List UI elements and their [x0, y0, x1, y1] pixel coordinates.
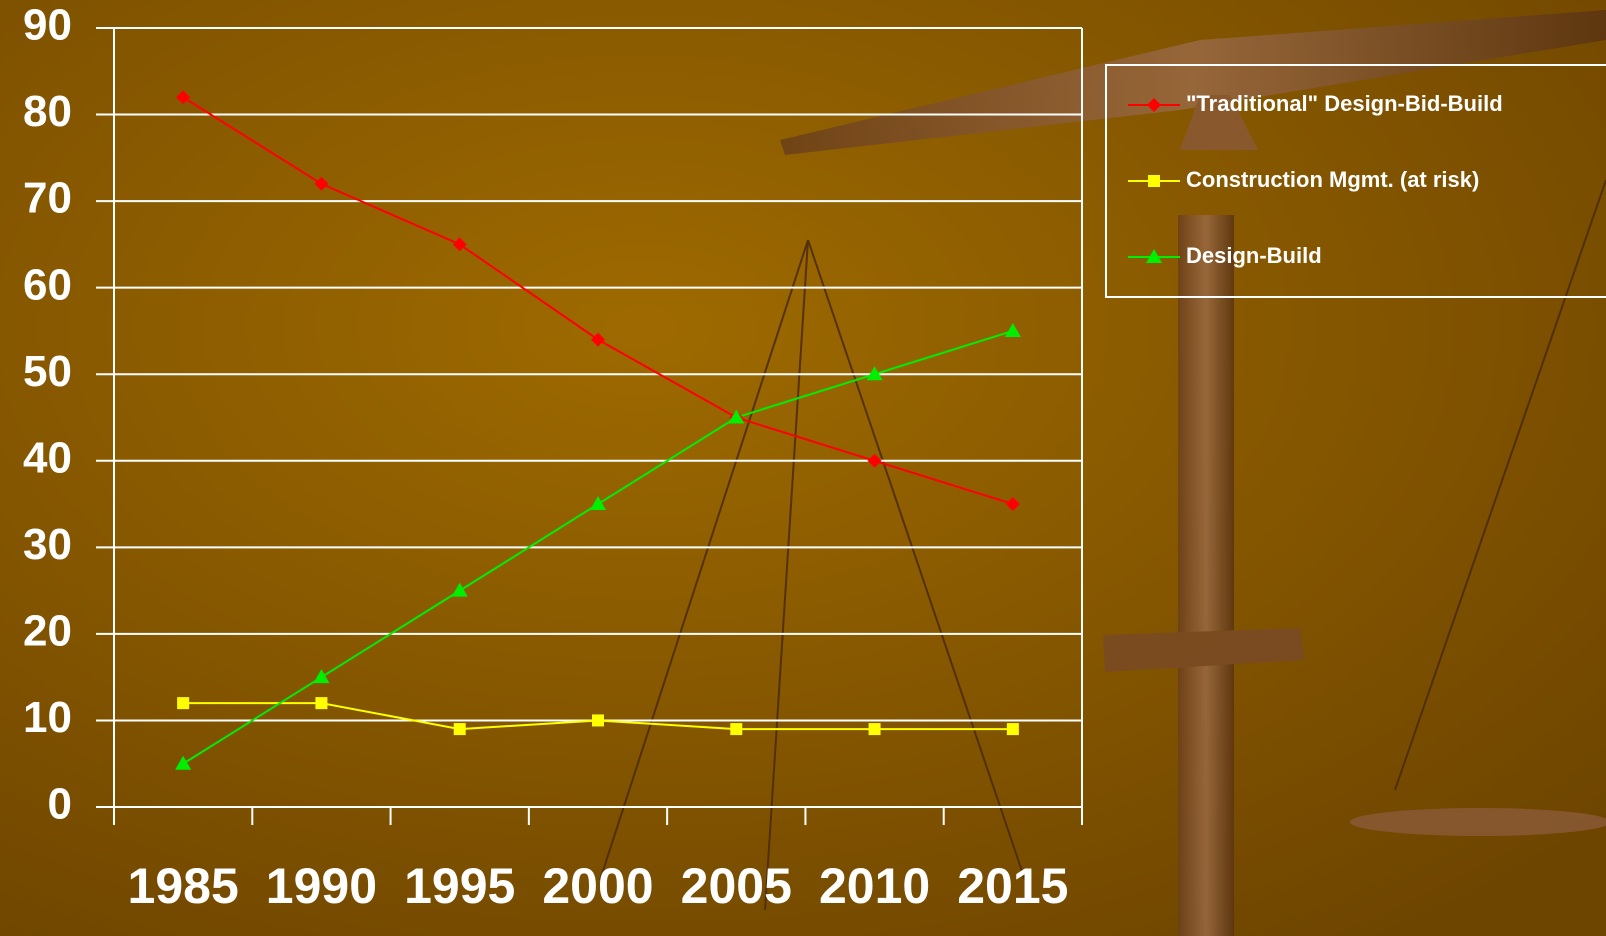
legend-label: Construction Mgmt. (at risk)	[1186, 167, 1479, 192]
data-point	[592, 714, 604, 727]
x-tick-label: 1995	[404, 858, 515, 914]
legend-marker	[1148, 175, 1160, 187]
y-tick-label: 0	[48, 780, 72, 829]
scale-pan	[1350, 808, 1606, 836]
data-point	[730, 723, 743, 736]
scale-string	[764, 239, 809, 911]
x-tick-label: 1985	[128, 858, 239, 914]
legend-label: "Traditional" Design-Bid-Build	[1186, 91, 1503, 116]
y-tick-label: 80	[23, 87, 72, 136]
data-point	[176, 90, 191, 105]
data-point	[591, 332, 605, 347]
scale-beam	[780, 10, 1606, 155]
legend-label: Design-Build	[1186, 243, 1322, 268]
x-tick-label: 2005	[681, 858, 792, 914]
plot-area: 0 10 20 30 40 50 60 70 80 90 1985 1990 1995 2000 2005 2…	[23, 1, 1083, 914]
data-point	[315, 697, 328, 710]
data-point	[1006, 723, 1019, 736]
data-point	[867, 453, 882, 468]
data-point	[314, 176, 329, 191]
y-tick-label: 60	[23, 260, 72, 309]
scale-post	[1178, 215, 1234, 936]
y-tick-label: 30	[23, 520, 72, 569]
data-point	[175, 755, 192, 770]
y-tick-label: 90	[23, 1, 72, 50]
data-point	[1004, 322, 1021, 337]
y-tick-label: 50	[23, 347, 72, 396]
data-point	[1005, 497, 1020, 512]
data-point	[866, 366, 883, 381]
data-point	[728, 409, 745, 424]
scale-base	[1103, 628, 1304, 672]
data-point	[177, 697, 190, 710]
scales-illustration	[599, 10, 1606, 936]
scale-top	[1180, 95, 1258, 150]
x-tick-label: 2000	[542, 858, 653, 914]
scale-string	[1394, 179, 1606, 791]
data-point	[453, 723, 466, 736]
data-point	[868, 723, 881, 736]
data-point	[313, 669, 330, 684]
legend-marker	[1147, 98, 1161, 112]
data-point	[452, 237, 467, 252]
scale-string	[599, 239, 809, 881]
y-tick-label: 10	[23, 693, 72, 742]
data-point	[590, 496, 606, 511]
scale-string	[807, 239, 1026, 881]
legend-box	[1105, 64, 1606, 298]
x-tick-label: 2010	[819, 858, 930, 914]
y-tick-label: 20	[23, 607, 72, 656]
x-tick-label: 2015	[957, 858, 1068, 914]
y-tick-label: 70	[23, 174, 72, 223]
legend-marker	[1146, 249, 1162, 263]
y-tick-label: 40	[23, 433, 72, 482]
data-point	[451, 582, 468, 597]
x-tick-label: 1990	[266, 858, 377, 914]
